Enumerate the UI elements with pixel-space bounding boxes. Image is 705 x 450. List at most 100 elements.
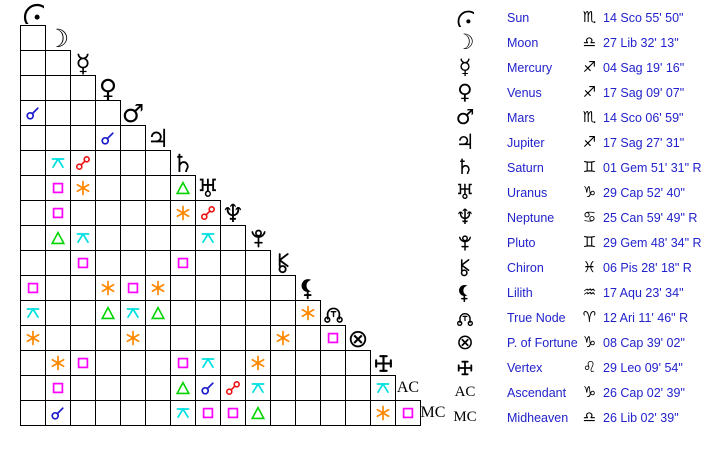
aspect-cell-ascendant-lilith — [295, 375, 321, 401]
aspect-cell-chiron-sun — [20, 250, 46, 276]
aspect-cell-ascendant-sun — [20, 375, 46, 401]
aspect-cell-pluto-uranus — [195, 225, 221, 251]
square-aspect-icon — [77, 257, 89, 269]
legend-position: 29 Cap 52' 40" — [603, 185, 685, 200]
aspect-cell-neptune-saturn — [170, 200, 196, 226]
aspect-cell-midheaven-jupiter — [145, 400, 171, 426]
aspect-cell-lilith-sun — [20, 275, 46, 301]
neptune-glyph-icon: ♆ — [221, 198, 245, 228]
aspect-cell-pluto-saturn — [170, 225, 196, 251]
diagonal-jupiter: ♃ — [145, 125, 171, 151]
true-node-glyph-icon — [323, 307, 343, 323]
aspect-cell-true-node-chiron — [270, 300, 296, 326]
legend-row-mercury: ☿ Mercury ♐ 04 Sag 19' 16" — [450, 55, 705, 80]
square-aspect-icon — [27, 282, 39, 294]
legend-sign-glyph-sco: ♏ — [582, 108, 597, 126]
legend-sign-glyph-gem: ♊ — [582, 233, 597, 251]
legend-sign-glyph-lib: ♎ — [582, 33, 597, 51]
aspect-cell-jupiter-moon — [45, 125, 71, 151]
aspect-cell-p-of-fortune-lilith — [295, 325, 321, 351]
sextile-aspect-icon — [376, 405, 390, 421]
diagonal-venus: ♀ — [95, 75, 121, 101]
legend-row-lilith: Lilith ♒ 17 Aqu 23' 34" — [450, 280, 705, 305]
opposition-aspect-icon — [76, 156, 90, 170]
aspect-cell-ascendant-mercury — [70, 375, 96, 401]
legend-planet-glyph — [450, 307, 480, 328]
legend-position: 14 Sco 55' 50" — [603, 10, 684, 25]
legend-sign-glyph-can: ♋ — [582, 208, 597, 226]
aspect-cell-p-of-fortune-jupiter — [145, 325, 171, 351]
saturn-glyph-icon: ♄ — [455, 155, 475, 179]
moon-glyph-icon: ☽ — [46, 23, 70, 53]
aspect-cell-pluto-sun — [20, 225, 46, 251]
aspect-cell-midheaven-uranus — [195, 400, 221, 426]
legend-planet-glyph — [450, 357, 480, 378]
quincunx-aspect-icon — [251, 383, 265, 394]
legend-row-sun: Sun ♏ 14 Sco 55' 50" — [450, 5, 705, 33]
aspect-cell-ascendant-jupiter — [145, 375, 171, 401]
legend-position: 04 Sag 19' 16" — [603, 60, 685, 75]
uranus-glyph-icon: ♅ — [455, 180, 475, 204]
chiron-glyph-icon — [278, 252, 289, 273]
sextile-aspect-icon — [76, 180, 90, 196]
trine-aspect-icon — [50, 230, 66, 245]
diagonal-p-of-fortune: ⊗ — [345, 325, 371, 351]
sextile-aspect-icon — [51, 355, 65, 371]
legend-row-mars: ♂ Mars ♏ 14 Sco 06' 59" — [450, 105, 705, 130]
lilith-glyph-icon — [459, 285, 474, 303]
aspect-cell-ascendant-chiron — [270, 375, 296, 401]
square-aspect-icon — [202, 407, 214, 419]
opposition-aspect-icon — [201, 206, 215, 220]
sun-glyph-icon — [23, 3, 44, 24]
aspect-cell-vertex-saturn — [170, 350, 196, 376]
vertex-glyph-icon — [374, 354, 392, 372]
aspect-cell-p-of-fortune-true-node — [320, 325, 346, 351]
midheaven-glyph-icon: MC — [420, 404, 446, 421]
sextile-aspect-icon — [151, 280, 165, 296]
aspect-cell-vertex-sun — [20, 350, 46, 376]
aspect-cell-neptune-sun — [20, 200, 46, 226]
legend-position: 12 Ari 11' 46" R — [603, 310, 689, 325]
aspect-cell-jupiter-sun — [20, 125, 46, 151]
aspect-cell-mercury-sun — [20, 50, 46, 76]
aspect-cell-pluto-venus — [95, 225, 121, 251]
aspect-cell-midheaven-mars — [120, 400, 146, 426]
aspect-cell-p-of-fortune-uranus — [195, 325, 221, 351]
aspect-cell-p-of-fortune-venus — [95, 325, 121, 351]
legend-planet-name: Moon — [507, 35, 539, 50]
legend-sign-glyph-cap: ♑ — [582, 383, 597, 401]
aspect-cell-vertex-uranus — [195, 350, 221, 376]
diagonal-vertex — [370, 350, 396, 376]
sextile-aspect-icon — [251, 355, 265, 371]
diagonal-saturn: ♄ — [170, 150, 196, 176]
aspect-cell-mars-moon — [45, 100, 71, 126]
aspect-cell-true-node-neptune — [220, 300, 246, 326]
legend-row-vertex: Vertex ♌ 29 Leo 09' 54" — [450, 355, 705, 380]
aspect-cell-lilith-pluto — [245, 275, 271, 301]
legend-row-neptune: ♆ Neptune ♋ 25 Can 59' 49" R — [450, 205, 705, 230]
aspect-cell-vertex-pluto — [245, 350, 271, 376]
aspect-cell-ascendant-uranus — [195, 375, 221, 401]
aspect-cell-midheaven-lilith — [295, 400, 321, 426]
legend-row-jupiter: ♃ Jupiter ♐ 17 Sag 27' 31" — [450, 130, 705, 155]
legend-planet-glyph — [450, 282, 480, 303]
aspect-cell-lilith-venus — [95, 275, 121, 301]
diagonal-mercury: ☿ — [70, 50, 96, 76]
aspect-cell-lilith-neptune — [220, 275, 246, 301]
aspect-cell-true-node-moon — [45, 300, 71, 326]
legend-sign-glyph-leo: ♌ — [582, 358, 597, 376]
aspect-cell-chiron-saturn — [170, 250, 196, 276]
mercury-glyph-icon: ☿ — [458, 55, 472, 79]
aspect-cell-midheaven-ascendant — [395, 400, 421, 426]
aspect-cell-chiron-neptune — [220, 250, 246, 276]
legend-planet-name: True Node — [507, 310, 566, 325]
aspect-cell-saturn-mercury — [70, 150, 96, 176]
neptune-glyph-icon: ♆ — [455, 205, 475, 229]
legend-planet-name: P. of Fortune — [507, 335, 578, 350]
aspect-cell-ascendant-true-node — [320, 375, 346, 401]
aspect-cell-true-node-sun — [20, 300, 46, 326]
legend-position: 08 Cap 39' 02" — [603, 335, 685, 350]
uranus-glyph-icon: ♅ — [196, 173, 220, 203]
legend-row-saturn: ♄ Saturn ♊ 01 Gem 51' 31" R — [450, 155, 705, 180]
jupiter-glyph-icon: ♃ — [146, 123, 170, 153]
